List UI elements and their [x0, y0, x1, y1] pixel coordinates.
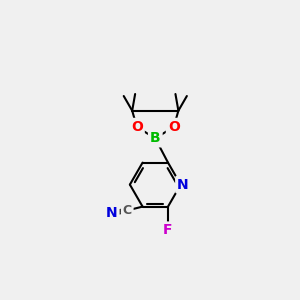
Text: B: B: [150, 131, 160, 146]
Text: O: O: [131, 120, 143, 134]
Text: C: C: [123, 204, 132, 217]
Text: N: N: [177, 178, 189, 192]
Text: O: O: [168, 120, 180, 134]
Text: N: N: [106, 206, 118, 220]
Text: F: F: [163, 224, 173, 238]
